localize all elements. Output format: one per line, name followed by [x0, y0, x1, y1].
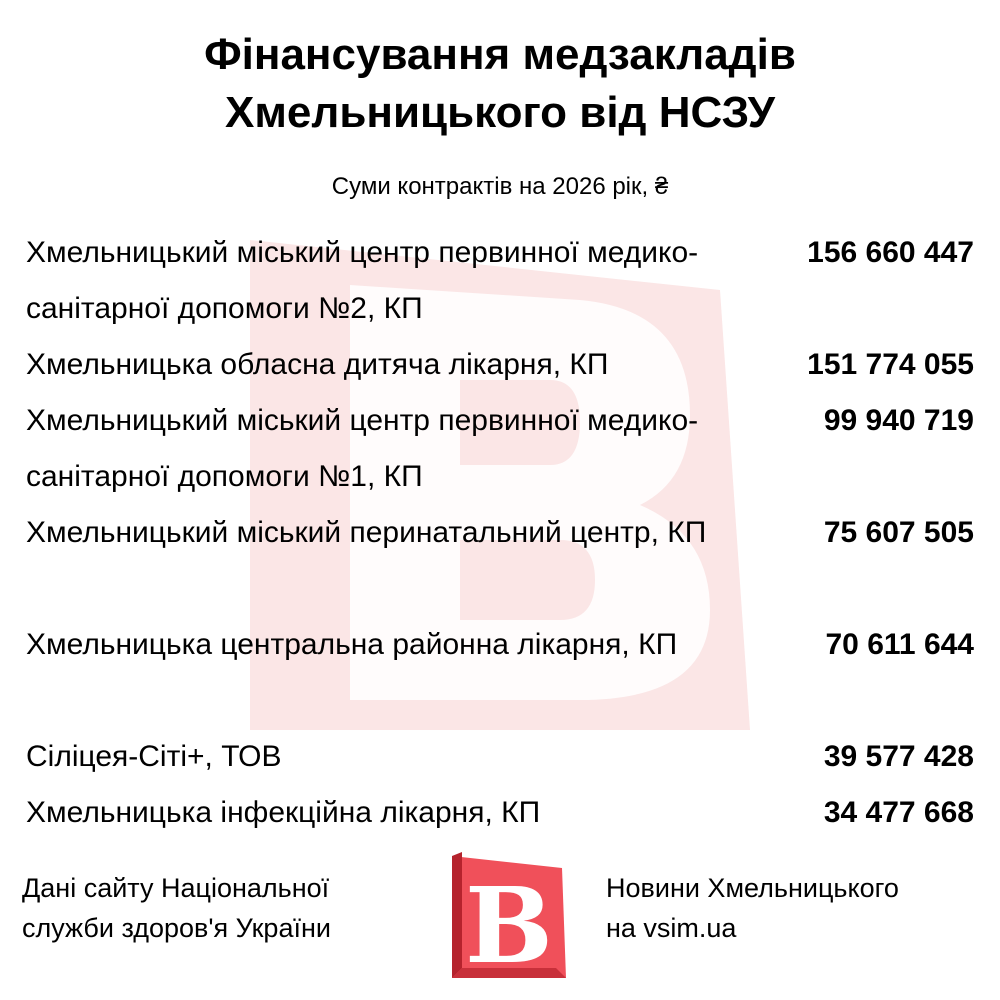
table-row-name: Хмельницький міський перинатальний центр…: [26, 516, 707, 549]
table-row: Хмельницький міський центр первинної мед…: [26, 393, 974, 505]
table-row: Хмельницький міський центр первинної мед…: [26, 225, 974, 337]
table-row: Хмельницька інфекційна лікарня, КП 34 47…: [26, 785, 974, 841]
table-row: Хмельницька центральна районна лікарня, …: [26, 617, 974, 729]
source-note-line-2: служби здоров'я України: [22, 913, 331, 943]
table-row-name: Хмельницький міський центр первинної мед…: [26, 236, 699, 325]
chart-title-line-1: Фінансування медзакладів: [204, 30, 796, 79]
brand-note: Новини Хмельницького на vsim.ua: [606, 868, 986, 948]
table-row-value: 99 940 719: [823, 404, 974, 437]
table-row-value: 70 611 644: [825, 628, 975, 661]
chart-subtitle: Суми контрактів на 2026 рік, ₴: [331, 173, 669, 200]
source-note: Дані сайту Національної служби здоров'я …: [22, 868, 422, 948]
source-note-line-1: Дані сайту Національної: [22, 873, 330, 903]
table-row-value: 156 660 447: [807, 236, 974, 269]
table-row-value: 34 477 668: [823, 796, 974, 829]
table-row: Хмельницький міський перинатальний центр…: [26, 505, 974, 617]
vsim-watermark-icon: [250, 240, 750, 730]
table-row-value: 39 577 428: [823, 740, 974, 773]
table-row: Хмельницька обласна дитяча лікарня, КП 1…: [26, 337, 974, 393]
table-row-name: Сіліцея-Сіті+, ТОВ: [26, 740, 282, 773]
table-row-name: Хмельницька інфекційна лікарня, КП: [26, 796, 541, 829]
table-row: Сіліцея-Сіті+, ТОВ 39 577 428: [26, 729, 974, 785]
chart-title-line-2: Хмельницького від НСЗУ: [225, 88, 775, 137]
table-row-name: Хмельницький міський центр первинної мед…: [26, 404, 699, 493]
vsim-logo-icon: В: [452, 852, 566, 982]
table-row-value: 75 607 505: [823, 516, 974, 549]
table-row-name: Хмельницька центральна районна лікарня, …: [26, 628, 678, 661]
chart-title: Фінансування медзакладів Хмельницького в…: [0, 26, 1000, 142]
brand-note-line-2: на vsim.ua: [606, 913, 737, 943]
brand-note-line-1: Новини Хмельницького: [606, 873, 899, 903]
logo-letter: В: [465, 864, 553, 982]
table-row-name: Хмельницька обласна дитяча лікарня, КП: [26, 348, 609, 381]
table-row-value: 151 774 055: [807, 348, 974, 381]
